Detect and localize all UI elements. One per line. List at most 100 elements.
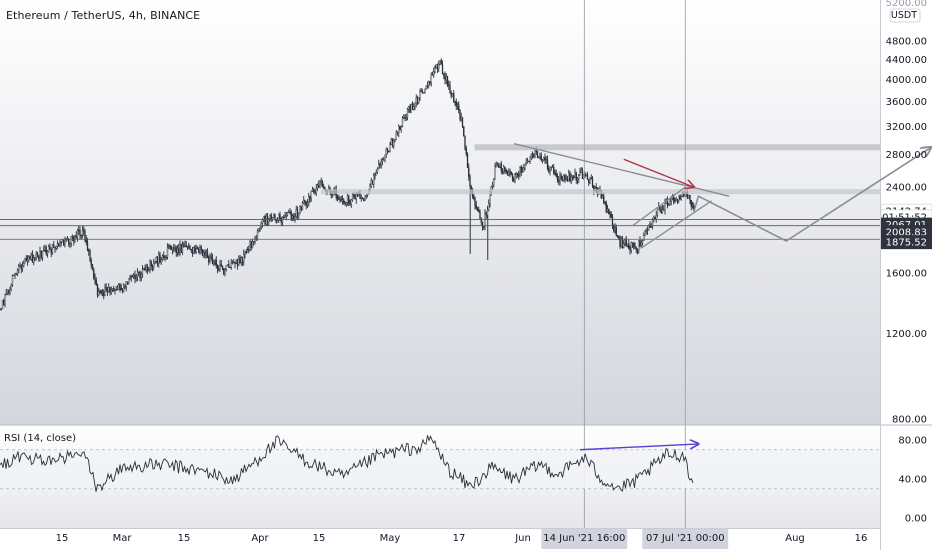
price-candle-body-39 (48, 247, 49, 252)
price-candle-body-217 (271, 215, 272, 219)
price-candle-body-64 (80, 230, 81, 235)
price-candle-body-60 (75, 235, 76, 241)
time-tick-label-4: 15 (313, 533, 326, 544)
price-candle-body-554 (692, 205, 693, 206)
price-candle-body-415 (518, 174, 519, 177)
price-candle-body-31 (38, 256, 39, 259)
price-candle-body-202 (252, 241, 253, 248)
price-candle-body-90 (112, 288, 113, 290)
price-candle-body-357 (446, 77, 447, 80)
price-candle-body-86 (107, 290, 108, 292)
price-candle-body-72 (90, 251, 91, 261)
price-candle-body-405 (506, 170, 507, 171)
price-candle-body-465 (581, 171, 582, 172)
price-candle-body-334 (417, 98, 418, 102)
price-candle-body-523 (653, 217, 654, 219)
price-candle-body-361 (451, 93, 452, 96)
price-candle-body-149 (186, 245, 187, 247)
price-candle-body-158 (197, 248, 198, 249)
price-candle-body-296 (370, 186, 371, 189)
price-candle-body-106 (132, 276, 133, 277)
price-candle-body-389 (486, 213, 487, 215)
price-candle-body-122 (152, 266, 153, 267)
price-tick-label-5: 2800.00 (886, 150, 927, 161)
price-candle-body-501 (626, 240, 627, 246)
price-candle-body-319 (398, 126, 399, 133)
price-candle-body-84 (105, 287, 106, 295)
time-tick-label-2: 15 (178, 533, 191, 544)
price-candle-body-453 (566, 179, 567, 180)
price-candle-body-406 (507, 172, 508, 175)
price-candle-body-284 (355, 196, 356, 199)
price-candle-body-278 (347, 195, 348, 203)
price-candle-body-528 (660, 206, 661, 210)
price-candle-body-125 (156, 258, 157, 262)
price-candle-body-552 (690, 195, 691, 200)
price-candle-body-380 (475, 198, 476, 205)
price-candle-body-142 (177, 248, 178, 253)
price-candle-body-375 (468, 168, 469, 177)
price-candle-body-8 (10, 289, 11, 292)
price-candle-body-130 (162, 256, 163, 260)
currency-label: USDT (891, 10, 917, 21)
price-candle-body-294 (367, 194, 368, 195)
price-candle-body-529 (661, 211, 662, 213)
price-candle-body-327 (408, 107, 409, 109)
price-candle-body-159 (198, 249, 199, 253)
price-candle-body-332 (415, 103, 416, 107)
price-candle-body-436 (545, 158, 546, 160)
price-candle-body-21 (26, 258, 27, 261)
price-candle-body-328 (410, 107, 411, 113)
price-candle-body-242 (302, 203, 303, 210)
price-candle-body-356 (445, 75, 446, 80)
price-candle-body-176 (220, 264, 221, 270)
price-candle-body-10 (12, 276, 13, 285)
price-candle-body-379 (473, 196, 474, 198)
price-candle-body-131 (163, 256, 164, 258)
price-candle-body-370 (462, 117, 463, 126)
price-candle-body-100 (125, 287, 126, 288)
price-candle-body-127 (158, 255, 159, 264)
price-candle-body-449 (561, 176, 562, 179)
price-candle-body-441 (551, 167, 552, 168)
price-candle-body-33 (41, 251, 42, 257)
price-candle-body-135 (168, 246, 169, 247)
price-candle-body-180 (225, 269, 226, 273)
price-candle-body-114 (142, 270, 143, 275)
price-candle-body-553 (691, 200, 692, 206)
price-candle-body-88 (110, 287, 111, 292)
price-candle-body-61 (76, 235, 77, 237)
price-candle-body-399 (498, 165, 499, 167)
rsi-tick-label-1: 40.00 (898, 475, 927, 486)
rsi-label: RSI (14, close) (4, 433, 76, 444)
price-candle-body-43 (53, 245, 54, 248)
price-candle-body-105 (131, 276, 132, 277)
price-candle-body-346 (432, 75, 433, 76)
price-candle-body-228 (285, 216, 286, 217)
price-candle-body-117 (146, 267, 147, 270)
price-candle-body-59 (73, 236, 74, 241)
price-candle-body-250 (312, 189, 313, 191)
price-candle-body-63 (78, 230, 79, 231)
price-candle-body-470 (587, 175, 588, 179)
price-candle-body-225 (281, 218, 282, 222)
price-candle-body-344 (430, 81, 431, 82)
price-candle-body-20 (25, 258, 26, 263)
price-candle-body-286 (357, 194, 358, 195)
chart-title: Ethereum / TetherUS, 4h, BINANCE (6, 9, 200, 22)
price-candle-body-138 (172, 248, 173, 250)
price-candle-body-469 (586, 175, 587, 176)
price-candle-body-68 (85, 231, 86, 239)
price-candle-body-545 (681, 196, 682, 199)
price-candle-body-537 (671, 199, 672, 202)
price-candle-body-507 (633, 243, 634, 246)
price-tick-label-4: 2400.00 (886, 183, 927, 194)
price-candle-body-458 (572, 177, 573, 178)
price-candle-body-360 (450, 85, 451, 93)
rsi-tick-label-2: 80.00 (898, 436, 927, 447)
price-candle-body-540 (675, 201, 676, 202)
price-candle-body-189 (236, 263, 237, 264)
price-tick-label-8: 4000.00 (886, 75, 927, 86)
